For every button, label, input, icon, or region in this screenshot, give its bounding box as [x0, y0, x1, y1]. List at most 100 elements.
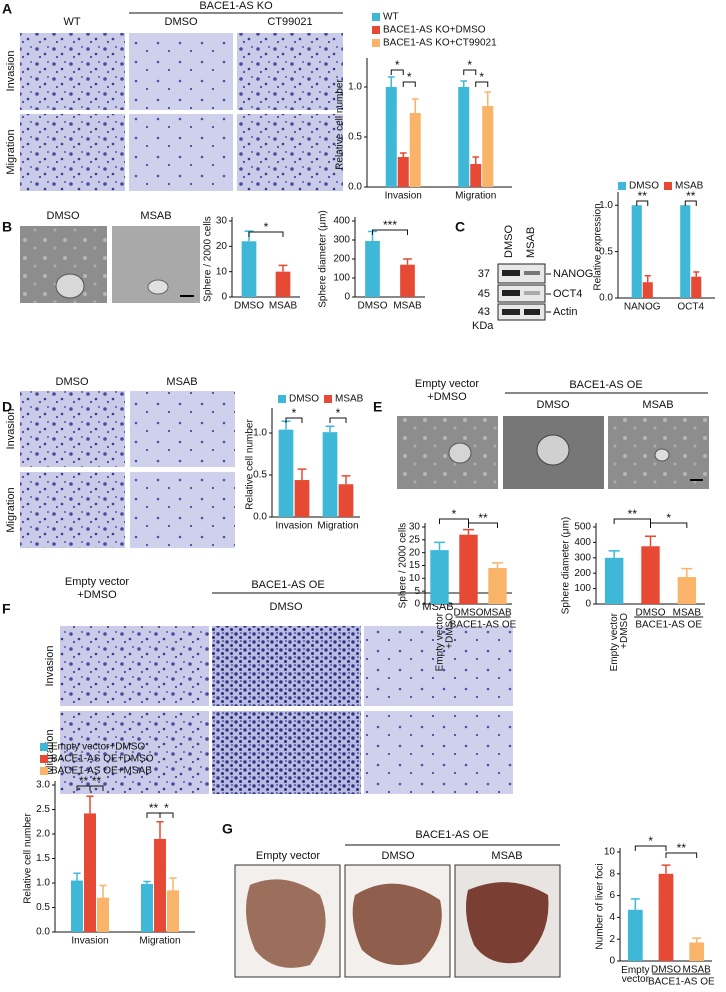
error-bar [693, 271, 700, 277]
x-tick-label: MSAB [673, 608, 702, 619]
liver [466, 882, 549, 964]
group-label: BACE1-AS OE [450, 620, 517, 631]
bar [458, 87, 470, 187]
error-bar [341, 475, 351, 485]
bar [397, 157, 409, 187]
bar [641, 546, 660, 604]
bar [278, 429, 294, 517]
sig-label: * [479, 70, 484, 84]
y-tick-label: 10 [409, 573, 421, 584]
x-tick-label: OCT4 [677, 302, 704, 313]
sig-label: * [467, 58, 472, 72]
error-bar [156, 821, 164, 839]
group-label: BACE1-AS OE [251, 579, 324, 591]
row-label: Migration [44, 729, 56, 774]
error-bar [86, 795, 94, 814]
y-tick-label: 0.0 [348, 182, 362, 193]
panel-label: G [222, 821, 233, 837]
group-label: BACE1-AS OE [415, 829, 488, 841]
column-label: +DMSO [77, 589, 117, 601]
photo [364, 711, 513, 794]
unit-label: KDa [472, 320, 494, 332]
band [524, 271, 540, 275]
sig-label: ** [628, 507, 638, 521]
sig-bracket [634, 845, 667, 851]
legend-swatch [372, 13, 380, 21]
y-tick-label: 200 [574, 568, 591, 579]
band [524, 291, 540, 295]
error-bar [99, 884, 107, 898]
y-tick-label: 100 [333, 273, 350, 284]
column-label: +DMSO [427, 391, 467, 403]
bar [680, 205, 691, 298]
legend-swatch [372, 26, 380, 34]
y-axis-label: Sphere diameter (μm) [318, 210, 329, 307]
bar [294, 480, 310, 517]
x-tick-label: DMSO [454, 608, 484, 619]
bar [691, 276, 702, 298]
photo [130, 472, 235, 548]
y-tick-label: 500 [574, 522, 591, 533]
y-tick-label: 4 [609, 912, 615, 923]
y-tick-label: 300 [333, 235, 350, 246]
bar [459, 534, 478, 604]
legend-label: MSAB [675, 181, 704, 192]
lane-label: DMSO [503, 225, 515, 258]
error-bar [484, 91, 492, 106]
liver [246, 879, 326, 968]
legend-label: Empty vector+DMSO [51, 742, 145, 753]
bar [400, 264, 415, 297]
y-tick-label: 0.5 [599, 246, 613, 257]
panel-label: A [2, 1, 12, 17]
y-tick-label: 30 [409, 522, 421, 533]
sig-bracket [463, 69, 477, 75]
y-tick-label: 30 [216, 216, 228, 227]
column-label: DMSO [537, 399, 570, 411]
bar [658, 873, 674, 961]
x-tick-label: MSAB [269, 301, 298, 312]
error-bar [491, 562, 504, 569]
column-label: Empty vector [256, 850, 321, 862]
x-tick-label: NANOG [624, 302, 661, 313]
error-bar [169, 877, 177, 891]
legend-swatch [324, 395, 332, 403]
column-label: MSAB [140, 210, 171, 222]
error-bar [297, 468, 307, 481]
error-bar [411, 98, 419, 113]
sig-label: ** [638, 189, 648, 203]
liver [352, 883, 442, 966]
bar [677, 577, 697, 604]
bar [338, 484, 354, 517]
photo [397, 416, 498, 489]
sig-bracket [159, 812, 174, 818]
photo [20, 33, 125, 110]
column-label: MSAB [166, 376, 197, 388]
column-label: CT99021 [267, 16, 312, 28]
bar [409, 113, 421, 187]
column-label: WT [63, 16, 80, 28]
photo [212, 711, 361, 794]
photo [237, 33, 343, 110]
y-tick-label: 5 [414, 586, 420, 597]
column-label: DMSO [270, 601, 303, 613]
bar [604, 557, 624, 604]
sphere [536, 434, 570, 466]
y-tick-label: 0.5 [348, 132, 362, 143]
error-bar [608, 550, 620, 558]
photo [20, 472, 125, 548]
sig-bracket [468, 522, 498, 528]
sig-bracket [636, 200, 649, 206]
photo [60, 626, 209, 706]
legend-swatch [40, 755, 48, 763]
y-axis-label: Relative cell number [335, 79, 346, 170]
bar [642, 282, 653, 298]
photo [20, 114, 125, 191]
band [502, 309, 520, 315]
sig-label: * [164, 801, 169, 815]
legend-label: DMSO [289, 394, 319, 405]
x-tick-label: DMSO [636, 608, 666, 619]
panel-label: C [455, 219, 465, 235]
blot [497, 284, 546, 303]
sig-label: * [666, 511, 671, 525]
legend-swatch [278, 395, 286, 403]
